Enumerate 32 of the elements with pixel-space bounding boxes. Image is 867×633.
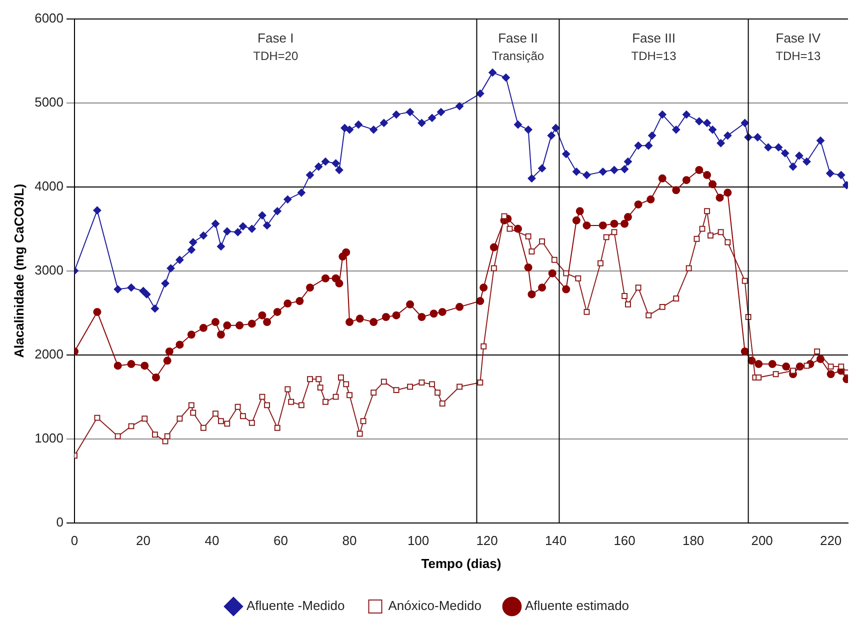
x-tick-label: 100 xyxy=(407,533,430,548)
x-tick-label: 60 xyxy=(274,533,288,548)
x-tick-label: 160 xyxy=(614,533,636,548)
legend-label: Anóxico-Medido xyxy=(388,598,482,614)
annotation: TDH=13 xyxy=(631,49,677,64)
x-tick-label: 40 xyxy=(204,533,220,548)
legend-label: Afluente estimado xyxy=(524,598,630,614)
x-tick-label: 20 xyxy=(136,533,151,548)
x-tick-label: 80 xyxy=(342,533,357,548)
y-tick-label: 5000 xyxy=(34,94,64,110)
annotation: Transição xyxy=(492,49,544,64)
y-tick-label: 2000 xyxy=(34,346,64,362)
x-tick-label: 120 xyxy=(476,533,498,548)
y-tick-label: 1000 xyxy=(34,430,64,446)
x-tick-label: 180 xyxy=(682,533,704,548)
y-axis-title: Alacalinidade (mg CaCO3/L) xyxy=(11,184,26,358)
annotation: TDH=13 xyxy=(776,49,821,64)
y-tick-label: 3000 xyxy=(34,262,64,278)
x-tick-label: 200 xyxy=(751,533,773,548)
annotation: Fase II xyxy=(498,30,538,46)
x-tick-label: 0 xyxy=(70,533,78,548)
y-tick-label: 4000 xyxy=(34,178,64,194)
annotation: Fase I xyxy=(258,30,294,46)
x-axis-title: Tempo (dias) xyxy=(421,556,502,571)
legend-label: Afluente -Medido xyxy=(246,598,345,614)
annotation: Fase III xyxy=(632,30,676,46)
x-tick-label: 220 xyxy=(820,533,842,548)
annotation: Fase IV xyxy=(776,30,821,46)
x-tick-label: 140 xyxy=(544,533,567,548)
y-tick-label: 0 xyxy=(56,514,64,530)
y-tick-label: 6000 xyxy=(34,10,64,26)
annotation: TDH=20 xyxy=(253,49,298,64)
